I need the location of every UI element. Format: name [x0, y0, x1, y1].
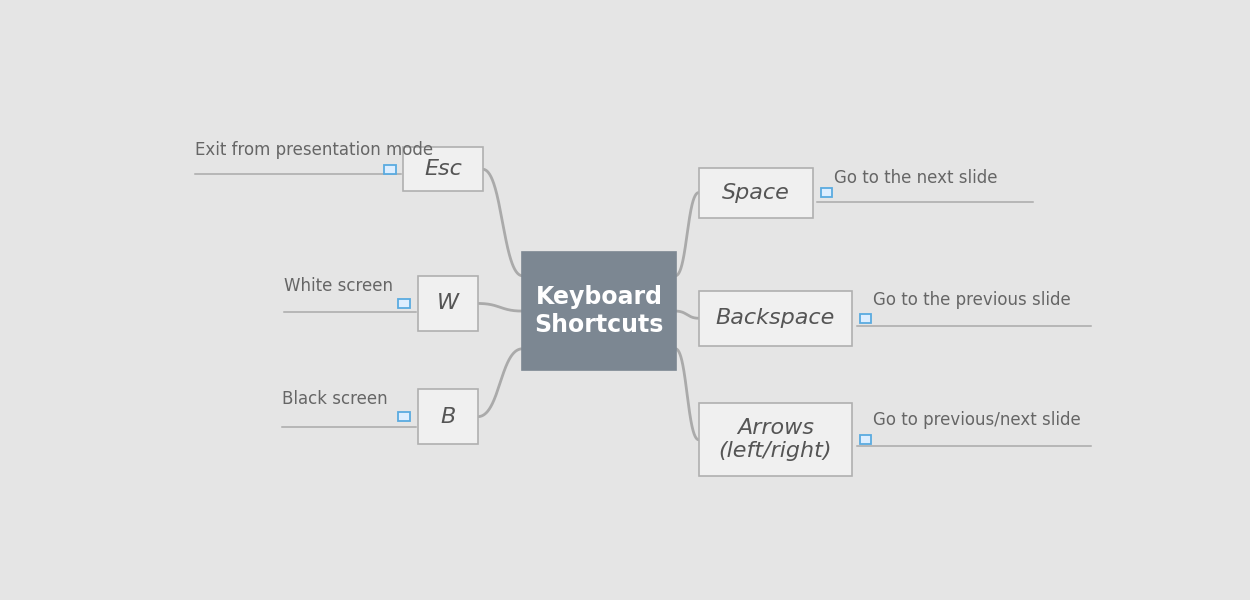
- Text: Go to previous/next slide: Go to previous/next slide: [872, 410, 1081, 428]
- Text: Go to the previous slide: Go to the previous slide: [872, 291, 1071, 309]
- FancyBboxPatch shape: [418, 389, 478, 444]
- Text: Keyboard
Shortcuts: Keyboard Shortcuts: [534, 285, 664, 337]
- Text: Black screen: Black screen: [282, 391, 388, 409]
- FancyBboxPatch shape: [821, 188, 832, 197]
- Text: Backspace: Backspace: [715, 308, 835, 328]
- FancyBboxPatch shape: [399, 299, 410, 308]
- FancyBboxPatch shape: [699, 167, 813, 218]
- Text: B: B: [440, 407, 455, 427]
- Text: Go to the next slide: Go to the next slide: [835, 169, 998, 187]
- FancyBboxPatch shape: [699, 291, 851, 346]
- Text: Space: Space: [722, 182, 790, 203]
- FancyBboxPatch shape: [384, 164, 395, 174]
- FancyBboxPatch shape: [404, 148, 482, 191]
- FancyBboxPatch shape: [399, 412, 410, 421]
- FancyBboxPatch shape: [699, 403, 851, 476]
- Text: White screen: White screen: [284, 277, 392, 295]
- Text: Exit from presentation mode: Exit from presentation mode: [195, 141, 434, 159]
- FancyBboxPatch shape: [860, 314, 871, 323]
- FancyBboxPatch shape: [418, 276, 478, 331]
- FancyBboxPatch shape: [860, 435, 871, 445]
- Text: Esc: Esc: [424, 159, 462, 179]
- Text: Arrows
(left/right): Arrows (left/right): [719, 418, 833, 461]
- Text: W: W: [436, 293, 459, 313]
- FancyBboxPatch shape: [522, 252, 675, 370]
